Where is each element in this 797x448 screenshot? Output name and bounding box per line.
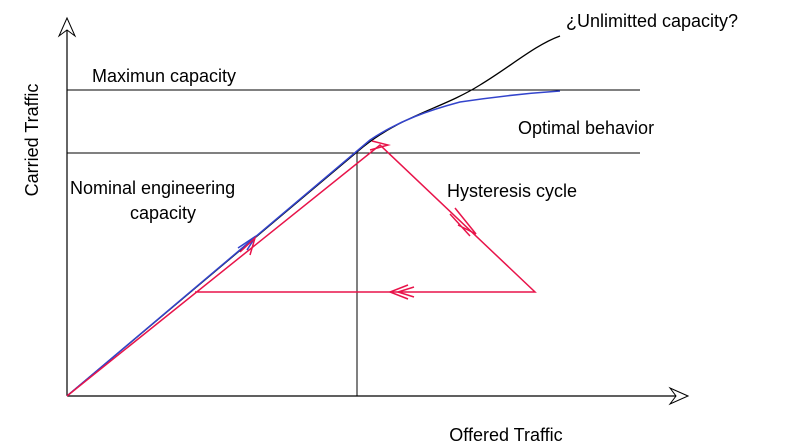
hysteresis-arrow-down	[449, 207, 477, 237]
nominal-label: Nominal engineering	[70, 178, 235, 198]
maximum-label: Maximun capacity	[92, 66, 236, 86]
x-axis-arrow	[668, 386, 690, 406]
y-axis-label: Carried Traffic	[22, 84, 42, 197]
hysteresis-arrow-back	[387, 284, 415, 300]
hysteresis-arrow-up	[239, 235, 257, 256]
hysteresis-arrow-top	[369, 140, 391, 151]
hysteresis-cycle	[66, 144, 537, 397]
hysteresis-label: Hysteresis cycle	[447, 181, 577, 201]
nominal-label: capacity	[130, 203, 196, 223]
optimal-curve	[66, 90, 561, 397]
unlimited-curve	[66, 35, 561, 397]
y-axis-arrow	[57, 16, 77, 38]
unlimited-label: ¿Unlimitted capacity?	[566, 11, 738, 31]
x-axis-label: Offered Traffic	[449, 425, 562, 445]
optimal-arrow	[237, 235, 257, 251]
optimal-label: Optimal behavior	[518, 118, 654, 138]
